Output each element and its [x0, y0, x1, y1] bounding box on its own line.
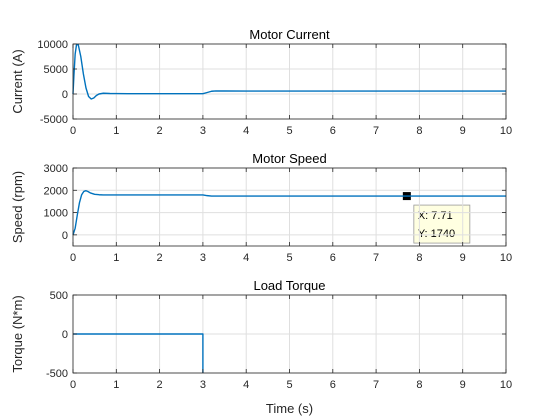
x-tick-label: 1 — [113, 379, 119, 391]
x-tick-label: 6 — [330, 379, 336, 391]
data-tip-box — [413, 204, 471, 244]
x-tick-label: 10 — [500, 125, 512, 137]
y-tick-label: 10000 — [37, 39, 68, 51]
axes-load-torque[interactable]: Load Torque Torque (N*m) Time (s) 0 1 2 3 4 5… — [10, 278, 512, 416]
x-tick-label: 0 — [70, 252, 76, 264]
y-axis-label: Speed (rpm) — [10, 171, 25, 243]
x-tick-label: 7 — [373, 125, 379, 137]
series-line — [72, 190, 506, 236]
y-tick-label: -5000 — [40, 114, 68, 126]
x-tick-label: 1 — [113, 125, 119, 137]
axes-motor-current[interactable]: Motor Current Current (A) 0 1 2 3 4 5 6 7 8 9 10 -5… — [10, 27, 512, 137]
x-tick-label: 0 — [70, 379, 76, 391]
axes-motor-speed[interactable]: Motor Speed Speed (rpm) X: 7.71 Y: 1740 0… — [10, 151, 512, 264]
x-tick-label: 0 — [70, 125, 76, 137]
y-tick-label: 0 — [62, 89, 68, 101]
chart-title: Load Torque — [253, 278, 325, 293]
x-tick-label: 7 — [373, 252, 379, 264]
x-tick-label: 2 — [157, 125, 163, 137]
y-tick-label: 500 — [50, 290, 68, 302]
x-tick-label: 10 — [500, 252, 512, 264]
x-tick-label: 4 — [243, 252, 249, 264]
x-tick-label: 3 — [200, 125, 206, 137]
x-tick-label: 5 — [286, 379, 292, 391]
x-tick-label: 4 — [243, 379, 249, 391]
x-tick-label: 3 — [200, 379, 206, 391]
y-tick-label: 5000 — [44, 64, 68, 76]
x-tick-label: 2 — [157, 252, 163, 264]
data-tip-x-label: X: 7.71 — [418, 210, 453, 222]
x-tick-label: 4 — [243, 125, 249, 137]
chart-title: Motor Current — [249, 27, 330, 42]
y-tick-label: 2000 — [44, 185, 68, 197]
x-tick-label: 3 — [200, 252, 206, 264]
chart-title: Motor Speed — [252, 151, 326, 166]
y-tick-label: -500 — [46, 368, 68, 380]
y-tick-label: 1000 — [44, 208, 68, 220]
y-axis-label: Torque (N*m) — [10, 295, 25, 372]
x-tick-label: 6 — [330, 125, 336, 137]
x-tick-label: 5 — [286, 252, 292, 264]
x-tick-label: 2 — [157, 379, 163, 391]
x-tick-label: 10 — [500, 379, 512, 391]
data-tip-y-label: Y: 1740 — [418, 228, 455, 240]
y-tick-label: 0 — [62, 230, 68, 242]
x-tick-label: 1 — [113, 252, 119, 264]
x-tick-label: 7 — [373, 379, 379, 391]
x-tick-label: 8 — [416, 379, 422, 391]
x-tick-label: 9 — [460, 379, 466, 391]
y-tick-label: 3000 — [44, 163, 68, 175]
x-tick-label: 6 — [330, 252, 336, 264]
series-line — [72, 43, 506, 100]
x-tick-label: 8 — [416, 252, 422, 264]
x-tick-label: 9 — [460, 252, 466, 264]
x-axis-label: Time (s) — [266, 401, 313, 416]
series-line — [73, 333, 204, 373]
x-tick-label: 8 — [416, 125, 422, 137]
y-axis-label: Current (A) — [10, 49, 25, 113]
x-tick-label: 5 — [286, 125, 292, 137]
ticks: 0 1 2 3 4 5 6 7 8 9 10 0 1000 2000 3000 — [44, 163, 513, 264]
y-tick-label: 0 — [62, 329, 68, 341]
x-tick-label: 9 — [460, 125, 466, 137]
